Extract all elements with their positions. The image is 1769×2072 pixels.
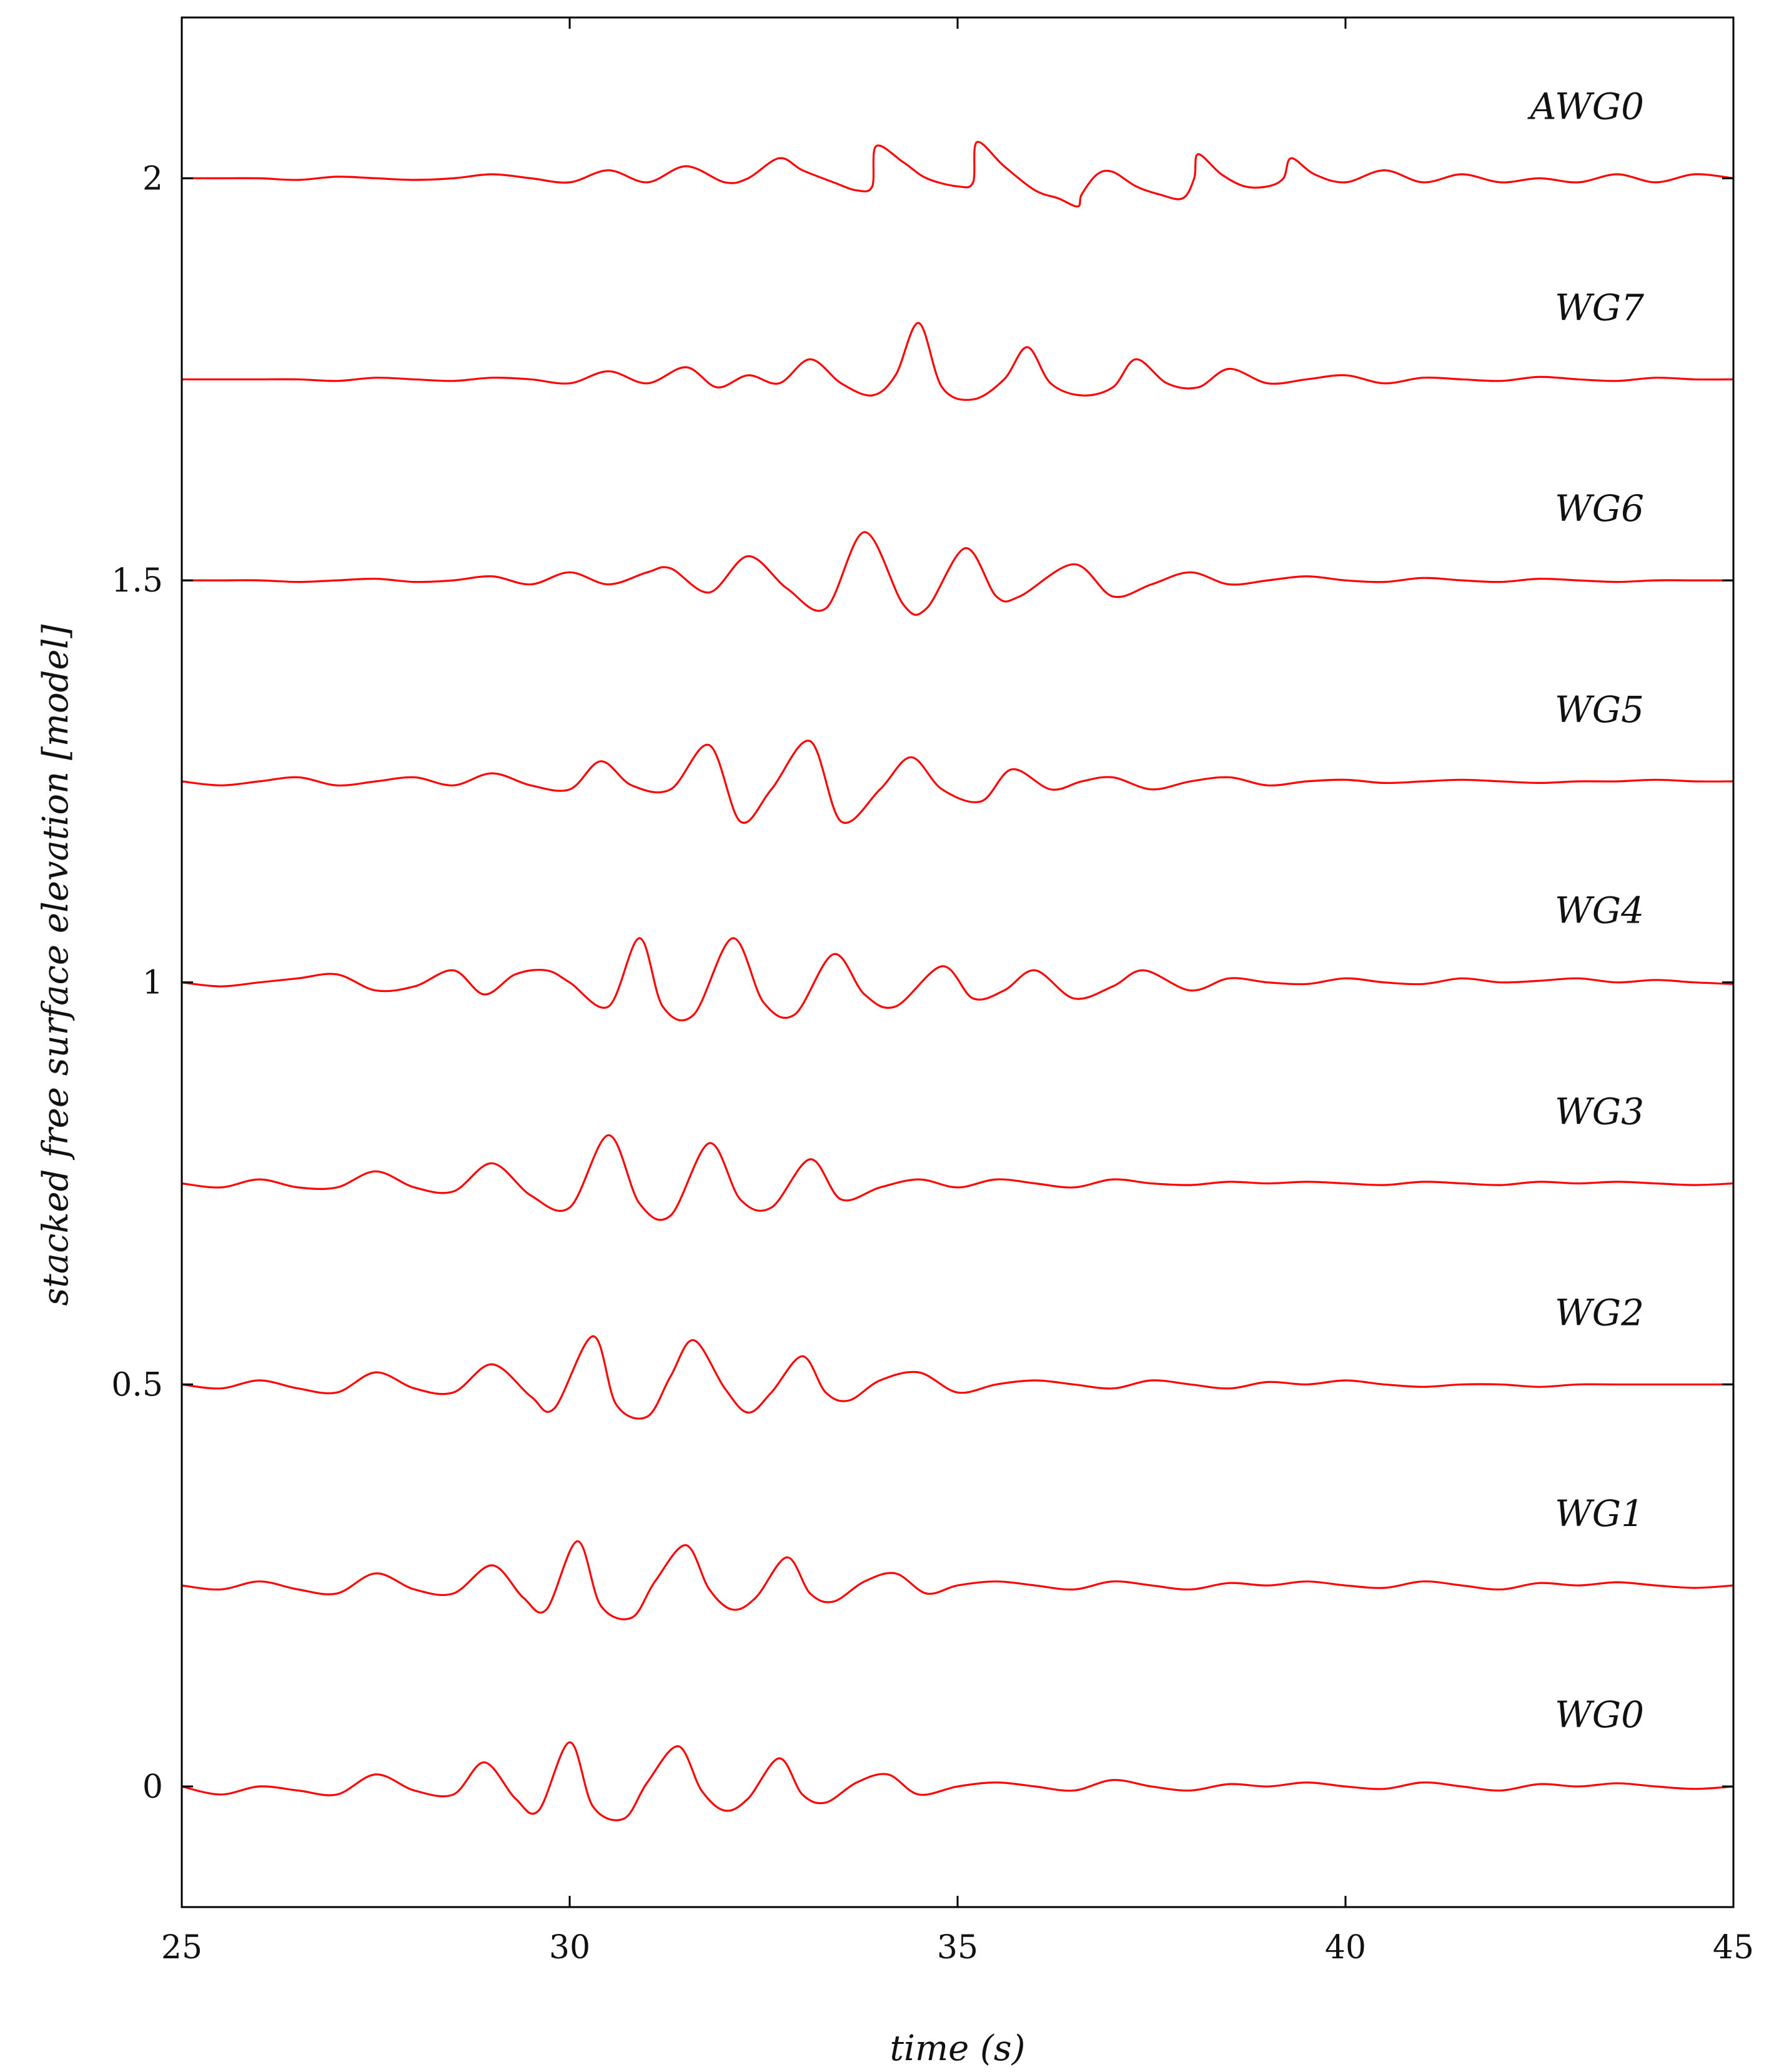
- y-axis: 0 0.5 1 1.5 2: [111, 160, 1733, 1806]
- y-axis-label: stacked free surface elevation [model]: [36, 624, 76, 1306]
- plot-area: [181, 141, 1734, 1822]
- series-label-wg5: WG5: [1555, 688, 1644, 731]
- y-tick-label: 0: [142, 1768, 163, 1806]
- y-tick-label: 0.5: [111, 1366, 163, 1404]
- series-line-wg7: [181, 322, 1734, 401]
- series-label-wg3: WG3: [1555, 1090, 1644, 1133]
- series-line-wg4: [181, 937, 1734, 1022]
- x-tick-label: 40: [1325, 1929, 1366, 1966]
- x-tick-label: 30: [549, 1929, 590, 1966]
- series-line-wg3: [181, 1134, 1734, 1221]
- x-tick-label: 35: [937, 1929, 978, 1966]
- x-axis: 25 30 35 40 45: [161, 17, 1754, 1966]
- series-line-wg6: [182, 531, 1733, 616]
- series-line-wg2: [181, 1335, 1733, 1420]
- y-tick-label: 1: [142, 964, 163, 1002]
- series-line-awg0: [182, 141, 1734, 208]
- series-line-wg0: [181, 1741, 1734, 1822]
- series-label-wg4: WG4: [1555, 890, 1644, 932]
- series-label-wg1: WG1: [1555, 1492, 1644, 1535]
- series-line-wg1: [181, 1540, 1734, 1620]
- series-labels: WG0 WG1 WG2 WG3 WG4 WG5 WG6 WG7 AWG0: [1527, 85, 1644, 1735]
- x-axis-label: time (s): [890, 2028, 1026, 2069]
- x-tick-label: 45: [1713, 1929, 1754, 1966]
- series-label-wg6: WG6: [1555, 487, 1644, 530]
- x-tick-label: 25: [161, 1929, 202, 1966]
- plot-frame: [181, 16, 1735, 1908]
- series-label-wg0: WG0: [1555, 1693, 1644, 1736]
- series-label-wg7: WG7: [1555, 286, 1644, 329]
- series-label-wg2: WG2: [1555, 1291, 1644, 1334]
- y-tick-label: 1.5: [111, 562, 163, 600]
- series-line-wg5: [181, 740, 1734, 824]
- series-label-awg0: AWG0: [1527, 85, 1644, 127]
- y-tick-label: 2: [142, 160, 163, 197]
